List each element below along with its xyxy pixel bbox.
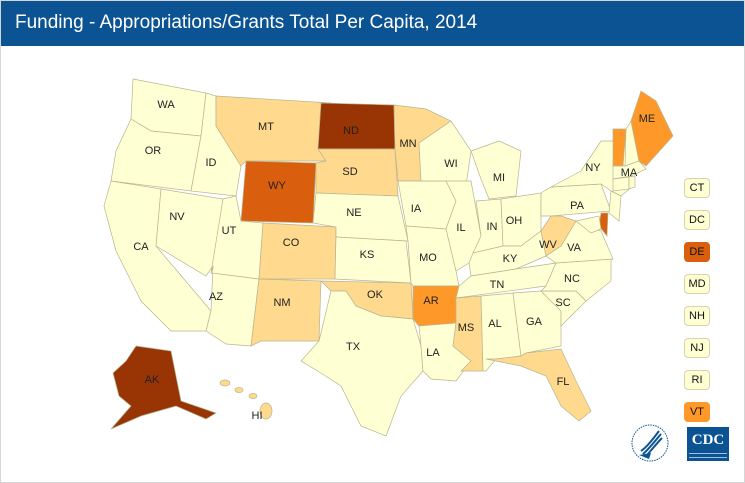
state-label-ME: ME xyxy=(639,113,656,125)
state-label-KS: KS xyxy=(360,249,375,261)
state-NM[interactable] xyxy=(250,278,322,347)
state-label-ND: ND xyxy=(343,125,359,137)
state-NJ[interactable] xyxy=(608,190,622,222)
cdc-logo-text: CDC xyxy=(691,432,725,448)
state-HI[interactable] xyxy=(234,387,244,393)
state-label-IN: IN xyxy=(487,221,498,233)
state-label-IL: IL xyxy=(456,222,465,234)
state-AZ[interactable] xyxy=(205,265,260,347)
state-label-GA: GA xyxy=(526,316,543,328)
state-RI[interactable] xyxy=(628,175,636,190)
state-label-AL: AL xyxy=(488,318,501,330)
state-label-TX: TX xyxy=(346,341,361,353)
legend-chip-DC[interactable]: DC xyxy=(684,210,710,230)
state-label-KY: KY xyxy=(503,253,518,265)
state-label-SD: SD xyxy=(342,166,357,178)
state-label-WA: WA xyxy=(157,99,175,111)
state-label-IA: IA xyxy=(411,203,422,215)
state-label-WV: WV xyxy=(539,239,557,251)
legend-chip-NH[interactable]: NH xyxy=(684,306,710,326)
state-label-MN: MN xyxy=(399,138,416,150)
state-MI[interactable] xyxy=(470,140,522,200)
state-label-MS: MS xyxy=(458,322,475,334)
state-label-CO: CO xyxy=(283,237,300,249)
state-label-OK: OK xyxy=(367,289,384,301)
hhs-logo xyxy=(631,424,669,462)
state-HI[interactable] xyxy=(259,402,273,420)
state-label-FL: FL xyxy=(557,376,570,388)
state-label-NY: NY xyxy=(585,162,601,174)
state-label-NC: NC xyxy=(564,273,580,285)
state-label-PA: PA xyxy=(570,200,585,212)
title-bar: Funding - Appropriations/Grants Total Pe… xyxy=(1,1,744,46)
state-HI[interactable] xyxy=(219,379,231,387)
state-label-NV: NV xyxy=(169,211,185,223)
state-HI[interactable] xyxy=(248,393,258,399)
state-label-MI: MI xyxy=(493,172,505,184)
state-label-NM: NM xyxy=(273,297,290,309)
cdc-logo: CDC xyxy=(687,427,729,461)
state-label-AK: AK xyxy=(145,374,160,386)
state-label-AR: AR xyxy=(423,295,438,307)
state-label-WI: WI xyxy=(444,158,457,170)
state-CO[interactable] xyxy=(258,222,337,280)
state-label-HI: HI xyxy=(252,410,263,422)
state-label-UT: UT xyxy=(222,225,237,237)
legend-chip-NJ[interactable]: NJ xyxy=(684,338,710,358)
state-MD[interactable] xyxy=(575,215,602,234)
state-label-OH: OH xyxy=(506,215,523,227)
state-label-LA: LA xyxy=(426,347,440,359)
state-label-VA: VA xyxy=(567,242,582,254)
state-label-TN: TN xyxy=(490,279,505,291)
state-WY[interactable] xyxy=(240,160,317,224)
state-IA[interactable] xyxy=(397,180,457,230)
map-title: Funding - Appropriations/Grants Total Pe… xyxy=(15,12,478,33)
state-label-CA: CA xyxy=(133,241,149,253)
state-NV[interactable] xyxy=(155,188,224,277)
legend-chip-DE[interactable]: DE xyxy=(684,242,710,262)
state-label-ID: ID xyxy=(206,157,217,169)
state-label-NE: NE xyxy=(346,207,361,219)
state-CT[interactable] xyxy=(612,176,630,192)
state-IL[interactable] xyxy=(445,180,482,272)
state-AK[interactable] xyxy=(110,345,217,430)
state-label-MT: MT xyxy=(258,121,274,133)
legend-chip-VT[interactable]: VT xyxy=(684,402,710,422)
state-label-MO: MO xyxy=(419,252,437,264)
state-label-MA: MA xyxy=(621,167,638,179)
state-FL[interactable] xyxy=(485,348,592,422)
small-states-legend: CT DC DE MD NH NJ RI VT xyxy=(684,178,710,422)
legend-chip-MD[interactable]: MD xyxy=(684,274,710,294)
state-label-SC: SC xyxy=(555,297,570,309)
state-label-AZ: AZ xyxy=(209,291,223,303)
state-label-OR: OR xyxy=(145,145,162,157)
state-label-WY: WY xyxy=(268,180,286,192)
legend-chip-CT[interactable]: CT xyxy=(684,178,710,198)
legend-chip-RI[interactable]: RI xyxy=(684,370,710,390)
